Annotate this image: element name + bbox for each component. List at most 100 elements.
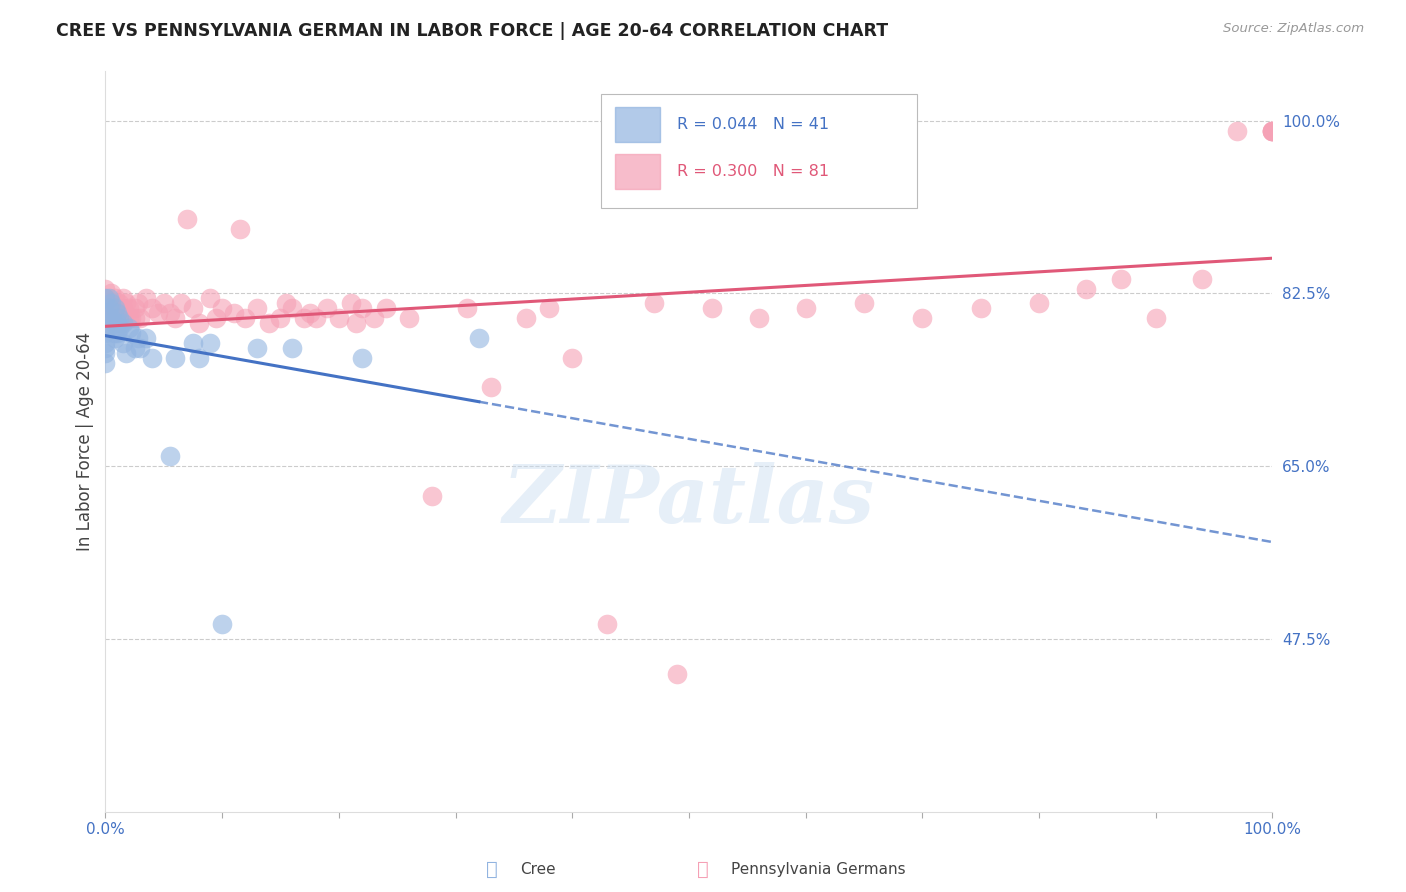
Point <box>643 296 665 310</box>
Point <box>1144 311 1167 326</box>
Point <box>104 301 127 316</box>
FancyBboxPatch shape <box>602 94 917 209</box>
Point <box>1226 123 1249 137</box>
Point <box>153 296 174 310</box>
Point <box>97 301 120 316</box>
Point <box>200 292 222 306</box>
Point <box>108 296 131 310</box>
Point <box>298 306 321 320</box>
Point <box>1261 123 1284 137</box>
Point <box>141 301 163 316</box>
FancyBboxPatch shape <box>616 153 659 189</box>
Point <box>120 326 142 340</box>
Point <box>120 311 142 326</box>
Point <box>246 301 269 316</box>
Point <box>124 341 146 355</box>
Point <box>94 292 117 306</box>
Point <box>363 311 385 326</box>
Point <box>104 331 127 345</box>
Point <box>100 296 122 310</box>
Point <box>94 355 117 369</box>
Point <box>794 301 817 316</box>
Point <box>1261 123 1284 137</box>
Point <box>103 306 125 320</box>
Point <box>94 281 117 295</box>
Point <box>316 301 339 316</box>
Point <box>94 311 117 326</box>
Point <box>94 292 117 306</box>
Point <box>111 316 134 330</box>
Point <box>94 321 117 335</box>
Point <box>94 345 117 359</box>
Point <box>269 311 292 326</box>
Point <box>456 301 478 316</box>
Point <box>187 351 209 365</box>
Point <box>118 321 141 335</box>
Point <box>141 351 163 365</box>
Point <box>146 306 169 320</box>
Text: ⬜: ⬜ <box>486 860 498 880</box>
Point <box>118 301 141 316</box>
Point <box>205 311 228 326</box>
Point <box>108 321 131 335</box>
Point <box>105 301 128 316</box>
Text: ⬜: ⬜ <box>697 860 709 880</box>
Point <box>115 296 138 310</box>
Point <box>100 286 122 301</box>
Point <box>187 316 209 330</box>
Point <box>129 341 152 355</box>
Point <box>222 306 245 320</box>
Point <box>105 306 128 320</box>
Point <box>159 306 181 320</box>
Point <box>105 316 128 330</box>
Point <box>181 301 204 316</box>
Point <box>105 311 128 326</box>
Point <box>100 311 122 326</box>
Text: Source: ZipAtlas.com: Source: ZipAtlas.com <box>1223 22 1364 36</box>
Point <box>1109 271 1132 285</box>
Point <box>129 311 152 326</box>
Point <box>165 311 187 326</box>
Point <box>1028 296 1050 310</box>
Point <box>135 292 157 306</box>
Text: Pennsylvania Germans: Pennsylvania Germans <box>731 863 905 877</box>
Point <box>292 311 315 326</box>
Point <box>165 351 187 365</box>
Point <box>911 311 934 326</box>
Point <box>344 316 367 330</box>
Point <box>94 316 117 330</box>
Point <box>1261 123 1284 137</box>
Point <box>420 489 443 503</box>
Point <box>211 617 233 632</box>
Point <box>1261 123 1284 137</box>
Text: R = 0.300   N = 81: R = 0.300 N = 81 <box>678 164 830 178</box>
Point <box>228 222 250 236</box>
Point <box>104 292 127 306</box>
Point <box>352 351 374 365</box>
Point <box>1074 281 1097 295</box>
Point <box>281 341 304 355</box>
Point <box>970 301 993 316</box>
Point <box>246 341 269 355</box>
Point <box>111 292 134 306</box>
Point <box>515 311 537 326</box>
FancyBboxPatch shape <box>616 107 659 143</box>
Point <box>276 296 298 310</box>
Point <box>257 316 280 330</box>
Point <box>124 311 146 326</box>
Point <box>702 301 724 316</box>
Point <box>159 450 181 464</box>
Point <box>281 301 304 316</box>
Point <box>200 335 222 350</box>
Point <box>105 326 128 340</box>
Point <box>103 316 125 330</box>
Point <box>748 311 770 326</box>
Point <box>111 335 134 350</box>
Point <box>468 331 491 345</box>
Point <box>124 301 146 316</box>
Point <box>374 301 396 316</box>
Point <box>666 666 689 681</box>
Text: R = 0.044   N = 41: R = 0.044 N = 41 <box>678 117 830 132</box>
Point <box>135 331 157 345</box>
Y-axis label: In Labor Force | Age 20-64: In Labor Force | Age 20-64 <box>76 332 94 551</box>
